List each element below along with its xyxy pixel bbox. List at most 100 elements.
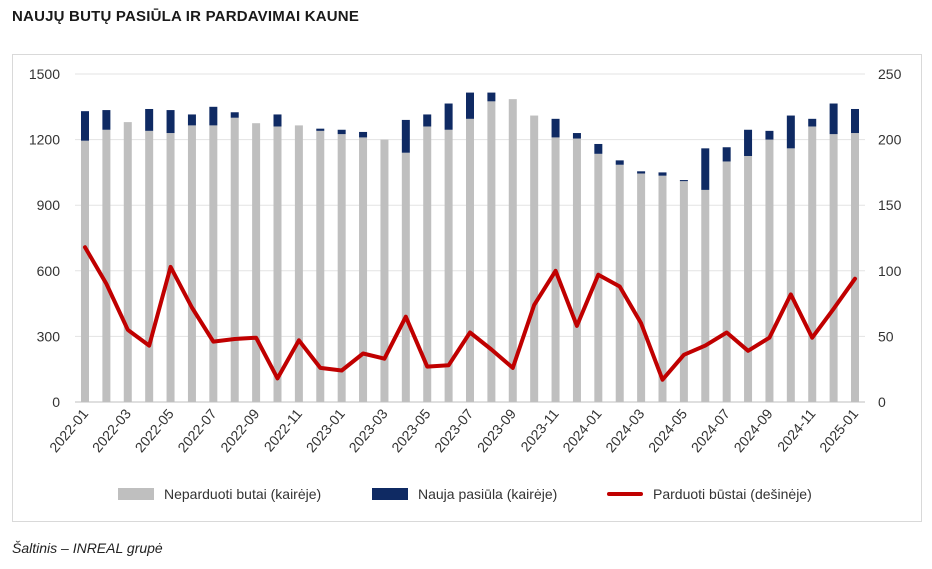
- bar-unsold: [637, 173, 646, 402]
- x-tick-label: 2023-05: [388, 405, 433, 455]
- bar-new-supply: [637, 171, 646, 174]
- bar-new-supply: [851, 108, 859, 134]
- bar-new-supply: [423, 114, 432, 127]
- y-right-tick-label: 50: [878, 328, 894, 344]
- y-left-tick-label: 300: [37, 328, 61, 344]
- point-sold: [767, 336, 771, 340]
- bar-unsold: [294, 125, 303, 403]
- x-tick-label: 2022-05: [132, 405, 177, 455]
- bar-new-supply: [615, 160, 624, 165]
- bar-unsold: [145, 130, 154, 402]
- bar-new-supply: [786, 115, 795, 149]
- y-left-tick-label: 1500: [29, 66, 60, 82]
- bar-unsold: [722, 161, 731, 402]
- legend-label-sold: Parduoti būstai (dešinėje): [653, 486, 812, 502]
- bar-unsold: [765, 139, 774, 402]
- x-tick-label: 2022-03: [89, 405, 134, 455]
- bar-unsold: [359, 137, 368, 402]
- bar-new-supply: [316, 128, 325, 131]
- point-sold: [83, 245, 87, 249]
- bar-unsold: [81, 140, 89, 402]
- point-sold: [340, 369, 344, 373]
- bar-unsold: [466, 118, 474, 403]
- bar-new-supply: [594, 143, 603, 154]
- bar-unsold: [316, 130, 325, 402]
- point-sold: [789, 292, 793, 296]
- point-sold: [575, 324, 579, 328]
- x-tick-label: 2023-03: [345, 405, 390, 455]
- bar-unsold: [187, 125, 196, 403]
- bar-new-supply: [701, 148, 710, 190]
- bar-unsold: [380, 139, 389, 402]
- bar-new-supply: [829, 103, 838, 135]
- x-tick-label: 2024-07: [688, 405, 733, 455]
- point-sold: [853, 277, 857, 281]
- bar-unsold: [701, 189, 710, 402]
- legend-item-unsold: Neparduoti butai (kairėje): [118, 486, 321, 502]
- bar-new-supply: [230, 112, 239, 118]
- point-sold: [404, 315, 408, 319]
- bar-new-supply: [209, 106, 218, 126]
- y-left-tick-label: 1200: [29, 132, 60, 148]
- point-sold: [639, 321, 643, 325]
- x-tick-label: 2023-07: [431, 405, 476, 455]
- bar-new-supply: [658, 172, 667, 176]
- bar-unsold: [679, 181, 688, 402]
- legend-swatch-sold: [607, 492, 643, 496]
- point-sold: [190, 306, 194, 310]
- y-right-tick-label: 0: [878, 394, 886, 410]
- bar-unsold: [273, 126, 282, 402]
- point-sold: [532, 303, 536, 307]
- bar-unsold: [444, 129, 453, 402]
- point-sold: [104, 282, 108, 286]
- bar-unsold: [615, 164, 624, 402]
- bar-new-supply: [679, 180, 688, 182]
- point-sold: [596, 273, 600, 277]
- point-sold: [661, 378, 664, 382]
- bar-unsold: [508, 99, 517, 402]
- bar-new-supply: [145, 108, 154, 131]
- point-sold: [276, 376, 279, 380]
- bar-unsold: [808, 126, 817, 402]
- bar-unsold: [230, 117, 239, 402]
- point-sold: [618, 285, 622, 289]
- bar-unsold: [658, 175, 667, 402]
- point-sold: [554, 269, 558, 273]
- point-sold: [233, 337, 237, 341]
- x-tick-label: 2024-09: [730, 405, 775, 455]
- point-sold: [126, 328, 130, 332]
- bar-unsold: [209, 125, 218, 403]
- bar-new-supply: [337, 129, 346, 135]
- chart-legend: Neparduoti butai (kairėje) Nauja pasiūla…: [0, 486, 932, 506]
- bar-new-supply: [572, 133, 581, 139]
- bar-new-supply: [808, 118, 817, 127]
- y-right-tick-label: 100: [878, 263, 902, 279]
- bar-new-supply: [765, 130, 774, 140]
- x-tick-label: 2024-05: [645, 405, 690, 455]
- x-tick-label: 2022-01: [46, 405, 91, 455]
- bar-new-supply: [551, 118, 560, 138]
- x-tick-label: 2025-01: [816, 405, 861, 455]
- bar-new-supply: [722, 147, 731, 162]
- point-sold: [169, 265, 173, 269]
- bar-unsold: [851, 133, 859, 403]
- x-tick-label: 2023-01: [303, 405, 348, 455]
- bar-unsold: [530, 115, 539, 403]
- point-sold: [447, 363, 451, 367]
- x-tick-label: 2024-01: [559, 405, 604, 455]
- point-sold: [147, 344, 151, 348]
- point-sold: [832, 307, 836, 311]
- point-sold: [297, 338, 301, 342]
- point-sold: [468, 330, 472, 334]
- chart-svg: 0 300 600 900 1200 1500 0 50 100 150 200 250 2022-…: [29, 66, 902, 455]
- bar-unsold: [337, 134, 346, 402]
- point-sold: [703, 344, 707, 348]
- x-tick-label: 2022-07: [174, 405, 219, 455]
- bar-unsold: [744, 156, 753, 402]
- bar-new-supply: [273, 114, 282, 127]
- bar-new-supply: [187, 114, 196, 126]
- point-sold: [746, 349, 750, 353]
- bar-unsold: [401, 152, 410, 402]
- x-tick-label: 2023-11: [517, 405, 562, 454]
- point-sold: [489, 348, 493, 352]
